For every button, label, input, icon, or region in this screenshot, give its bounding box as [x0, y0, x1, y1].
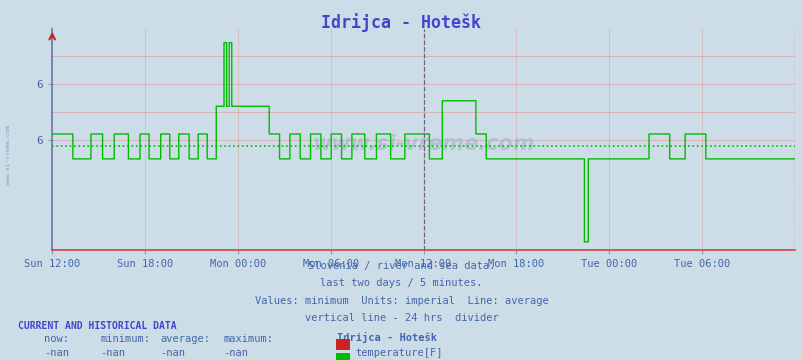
Text: -nan: -nan — [223, 348, 248, 359]
Text: temperature[F]: temperature[F] — [354, 348, 442, 359]
Text: vertical line - 24 hrs  divider: vertical line - 24 hrs divider — [304, 313, 498, 323]
Text: minimum:: minimum: — [100, 334, 150, 344]
Text: Slovenia / river and sea data.: Slovenia / river and sea data. — [307, 261, 495, 271]
Text: -nan: -nan — [44, 348, 69, 359]
Text: maximum:: maximum: — [223, 334, 273, 344]
Text: Idrijca - Hotešk: Idrijca - Hotešk — [337, 332, 437, 343]
Text: Values: minimum  Units: imperial  Line: average: Values: minimum Units: imperial Line: av… — [254, 296, 548, 306]
Text: -nan: -nan — [160, 348, 185, 359]
Text: Idrijca - Hotešk: Idrijca - Hotešk — [321, 13, 481, 32]
Text: average:: average: — [160, 334, 210, 344]
Text: www.si-vreme.com: www.si-vreme.com — [312, 134, 534, 154]
Text: now:: now: — [44, 334, 69, 344]
Text: CURRENT AND HISTORICAL DATA: CURRENT AND HISTORICAL DATA — [18, 321, 176, 331]
Text: -nan: -nan — [100, 348, 125, 359]
Text: last two days / 5 minutes.: last two days / 5 minutes. — [320, 278, 482, 288]
Text: www.si-vreme.com: www.si-vreme.com — [6, 125, 10, 185]
